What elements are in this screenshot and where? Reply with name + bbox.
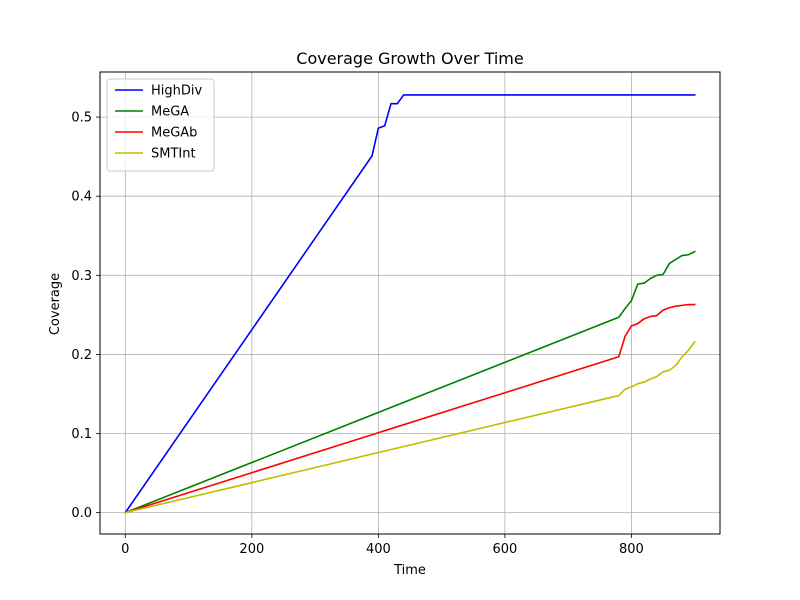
- x-tick-label: 800: [619, 542, 644, 557]
- series-line-megab: [124, 303, 696, 514]
- series-lines: [124, 94, 696, 514]
- series-line-smtint: [124, 340, 696, 514]
- legend-box: [106, 78, 215, 172]
- chart-title: Coverage Growth Over Time: [296, 49, 523, 68]
- x-tick-label: 400: [366, 542, 391, 557]
- axis-ticks: 0 200 400 600 800 0.0 0.1 0.2 0.3 0.4 0.5: [71, 111, 644, 557]
- legend-label: MeGAb: [151, 126, 197, 141]
- legend-label: HighDiv: [151, 84, 203, 99]
- legend: HighDiv MeGA MeGAb SMTInt: [106, 78, 215, 172]
- y-tick-label: 0.3: [71, 269, 92, 284]
- x-axis-label: Time: [393, 563, 426, 578]
- y-tick-label: 0.4: [71, 190, 92, 205]
- y-axis-label: Coverage: [48, 273, 63, 335]
- y-tick-label: 0.5: [71, 111, 92, 126]
- legend-label: SMTInt: [151, 147, 196, 162]
- grid: [100, 72, 720, 534]
- x-tick-label: 0: [121, 542, 129, 557]
- legend-label: MeGA: [151, 105, 189, 120]
- series-line-mega: [124, 250, 696, 514]
- plot-frame: [99, 71, 721, 535]
- x-tick-label: 200: [239, 542, 264, 557]
- y-tick-label: 0.0: [71, 506, 92, 521]
- y-tick-label: 0.1: [71, 427, 92, 442]
- x-tick-label: 600: [492, 542, 517, 557]
- series-line-highdiv: [124, 94, 696, 514]
- y-tick-label: 0.2: [71, 348, 92, 363]
